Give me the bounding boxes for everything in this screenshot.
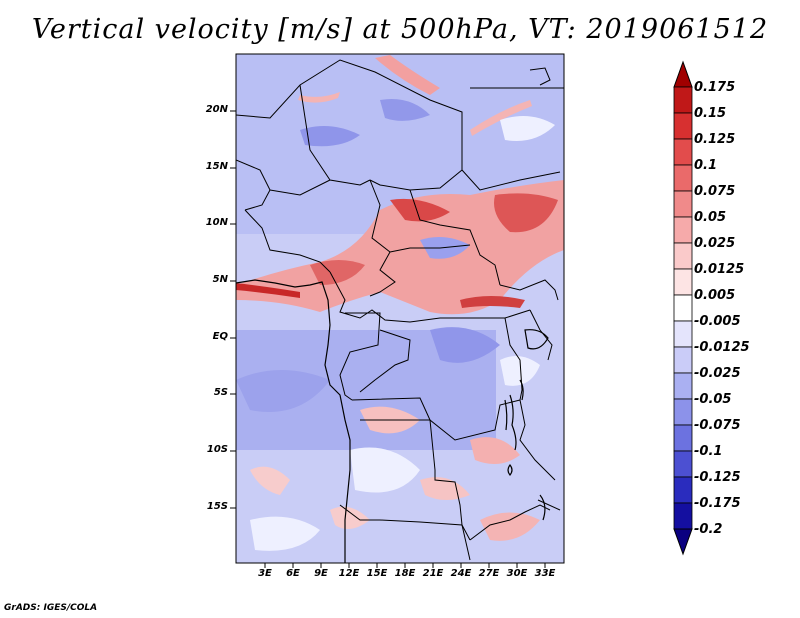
colorbar-swatch <box>673 268 693 296</box>
colorbar-label: 0.175 <box>694 80 736 95</box>
colorbar-label: -0.2 <box>694 522 723 537</box>
lon-label: 24E <box>450 568 472 579</box>
colorbar-label: 0.15 <box>694 106 727 121</box>
colorbar-swatch <box>673 476 693 504</box>
colorbar-label: -0.075 <box>694 418 741 433</box>
colorbar-swatch <box>673 372 693 400</box>
lon-label: 33E <box>534 568 556 579</box>
velocity-field <box>236 54 564 563</box>
colorbar-label: 0.05 <box>694 210 727 225</box>
colorbar-label: 0.125 <box>694 132 736 147</box>
colorbar-label: -0.005 <box>694 314 741 329</box>
colorbar-swatch <box>673 86 693 114</box>
lat-label: 15N <box>205 161 228 172</box>
colorbar-swatch <box>673 424 693 452</box>
lon-label: 12E <box>338 568 360 579</box>
colorbar-swatch <box>673 320 693 348</box>
colorbar-arrow-bottom <box>673 528 693 556</box>
colorbar-swatch <box>673 242 693 270</box>
colorbar-label: 0.0125 <box>694 262 745 277</box>
colorbar-arrow-top <box>673 60 693 88</box>
lat-label: 10S <box>206 444 228 455</box>
lat-label: 10N <box>205 217 228 228</box>
lon-label: 27E <box>478 568 500 579</box>
lon-label: 15E <box>366 568 388 579</box>
colorbar-swatch <box>673 294 693 322</box>
colorbar-swatch <box>673 216 693 244</box>
lon-label: 3E <box>258 568 272 579</box>
axis-ticks <box>230 110 546 568</box>
lat-label: 5S <box>213 387 228 398</box>
lon-label: 21E <box>422 568 444 579</box>
colorbar-label: -0.025 <box>694 366 741 381</box>
lon-label: 6E <box>286 568 300 579</box>
lon-label: 18E <box>394 568 416 579</box>
colorbar-label: 0.075 <box>694 184 736 199</box>
lat-label: 5N <box>212 274 228 285</box>
lat-label: 20N <box>205 104 228 115</box>
colorbar-swatch <box>673 138 693 166</box>
lon-label: 9E <box>314 568 328 579</box>
colorbar-label: 0.025 <box>694 236 736 251</box>
plot-frame <box>235 53 565 564</box>
colorbar-swatch <box>673 112 693 140</box>
colorbar-label: 0.1 <box>694 158 718 173</box>
lon-label: 30E <box>506 568 528 579</box>
colorbar-label: -0.05 <box>694 392 732 407</box>
colorbar-swatch <box>673 164 693 192</box>
colorbar-label: -0.125 <box>694 470 741 485</box>
colorbar-swatch <box>673 502 693 530</box>
colorbar-label: 0.005 <box>694 288 736 303</box>
map-title: Vertical velocity [m/s] at 500hPa, VT: 2… <box>31 14 769 45</box>
colorbar-swatch <box>673 190 693 218</box>
colorbar-swatch <box>673 398 693 426</box>
colorbar-swatch <box>673 346 693 374</box>
colorbar-label: -0.1 <box>694 444 723 459</box>
coastline <box>236 279 549 563</box>
colorbar-swatch <box>673 450 693 478</box>
colorbar-label: -0.175 <box>694 496 741 511</box>
country-borders <box>236 59 564 561</box>
grads-credit: GrADS: IGES/COLA <box>4 603 98 613</box>
colorbar <box>673 60 693 556</box>
lat-label: 15S <box>206 501 228 512</box>
colorbar-label: -0.0125 <box>694 340 750 355</box>
lat-label: EQ <box>212 331 228 342</box>
